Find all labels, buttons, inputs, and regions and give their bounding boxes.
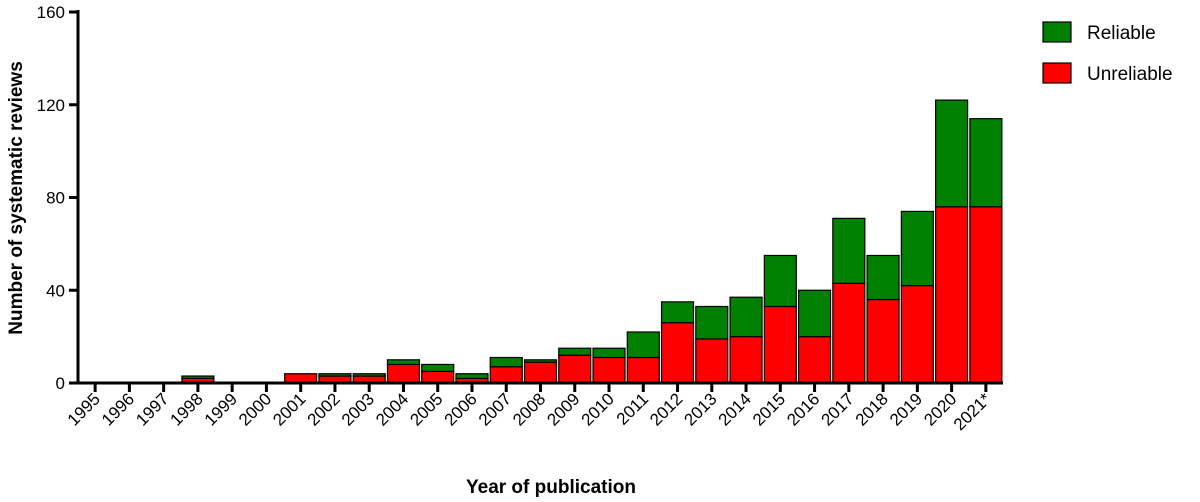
x-tick-label: 2014: [715, 389, 755, 429]
legend-swatch-unreliable: [1042, 62, 1072, 84]
bar-reliable-2002: [318, 373, 352, 377]
bar-reliable-2009: [558, 347, 592, 356]
bar-reliable-2020: [935, 99, 969, 208]
x-tick-label: 2012: [646, 389, 686, 429]
bar-reliable-2016: [797, 289, 832, 338]
x-tick-label: 2019: [886, 389, 926, 429]
bar-unreliable-2012: [660, 322, 695, 384]
x-tick-label: 2007: [475, 389, 515, 429]
x-tick-label: 1997: [132, 389, 172, 429]
x-tick-label: 2005: [406, 389, 446, 429]
bar-reliable-2021: [969, 118, 1003, 208]
bar-reliable-2005: [421, 363, 455, 373]
x-tick-label: 1996: [98, 389, 138, 429]
x-tick-label: 2006: [441, 389, 481, 429]
bar-unreliable-2020: [935, 206, 969, 384]
bar-unreliable-2005: [421, 370, 455, 384]
bar-unreliable-2015: [763, 305, 797, 384]
bar-reliable-2003: [352, 373, 386, 377]
x-tick-label: 1998: [167, 389, 207, 429]
bar-unreliable-2019: [900, 285, 934, 384]
bar-unreliable-2021: [969, 206, 1003, 384]
bar-unreliable-2011: [626, 356, 660, 384]
x-axis: 1995199619971998199920002001200220032004…: [64, 381, 1003, 434]
x-tick-label: 2011: [613, 389, 652, 428]
y-tick-label: 40: [46, 281, 65, 300]
legend-label-unreliable: Unreliable: [1087, 64, 1173, 85]
bar-unreliable-2014: [729, 336, 763, 384]
x-tick-label: 2002: [304, 389, 344, 429]
bar-reliable-2012: [660, 301, 695, 324]
x-tick-label: 1999: [201, 389, 241, 429]
bar-reliable-2014: [729, 296, 763, 338]
x-axis-title: Year of publication: [466, 477, 636, 498]
bar-reliable-2004: [386, 359, 421, 366]
bar-reliable-2006: [455, 373, 489, 379]
x-tick-label: 2004: [372, 389, 412, 429]
y-tick-label: 80: [46, 189, 65, 208]
y-tick-label: 160: [37, 3, 65, 22]
bar-reliable-2015: [763, 254, 797, 308]
x-tick-label: 2016: [783, 389, 823, 429]
legend-swatch-reliable: [1042, 21, 1072, 43]
bar-unreliable-2008: [523, 361, 558, 384]
x-tick-label: 2008: [509, 389, 549, 429]
x-tick-label: 2021*: [950, 389, 995, 434]
bar-reliable-2008: [523, 359, 558, 363]
bar-reliable-2011: [626, 331, 660, 359]
bar-reliable-2019: [900, 210, 934, 287]
y-tick-label: 0: [56, 374, 65, 393]
bar-unreliable-2017: [832, 282, 866, 384]
bar-unreliable-2004: [386, 363, 421, 384]
x-tick-label: 2015: [749, 389, 789, 429]
x-tick-label: 2009: [543, 389, 583, 429]
bar-reliable-2010: [592, 347, 626, 359]
x-tick-label: 2001: [269, 389, 309, 429]
x-tick-label: 2017: [817, 389, 857, 429]
x-tick-label: 2013: [680, 389, 720, 429]
bar-unreliable-2010: [592, 356, 626, 384]
x-tick-label: 2003: [338, 389, 378, 429]
x-tick-label: 1995: [64, 389, 104, 429]
bar-reliable-2017: [832, 217, 866, 284]
legend: Reliable Unreliable: [1042, 21, 1173, 85]
bar-reliable-1998: [181, 375, 215, 379]
y-tick-label: 120: [37, 96, 65, 115]
bar-reliable-2013: [695, 305, 729, 340]
bar-unreliable-2016: [797, 336, 832, 384]
bar-unreliable-2013: [695, 338, 729, 384]
bar-unreliable-2018: [866, 298, 900, 384]
bar-reliable-2018: [866, 254, 900, 301]
bars-layer: [181, 99, 1003, 384]
x-tick-label: 2000: [235, 389, 275, 429]
y-axis: 0 40 80 120 160: [37, 3, 80, 393]
x-tick-label: 2018: [852, 389, 892, 429]
bar-unreliable-2009: [558, 354, 592, 384]
bar-unreliable-2007: [489, 366, 523, 384]
y-axis-title: Number of systematic reviews: [6, 61, 27, 335]
legend-label-reliable: Reliable: [1087, 23, 1156, 44]
x-tick-label: 2010: [578, 389, 618, 429]
bar-reliable-2007: [489, 356, 523, 368]
